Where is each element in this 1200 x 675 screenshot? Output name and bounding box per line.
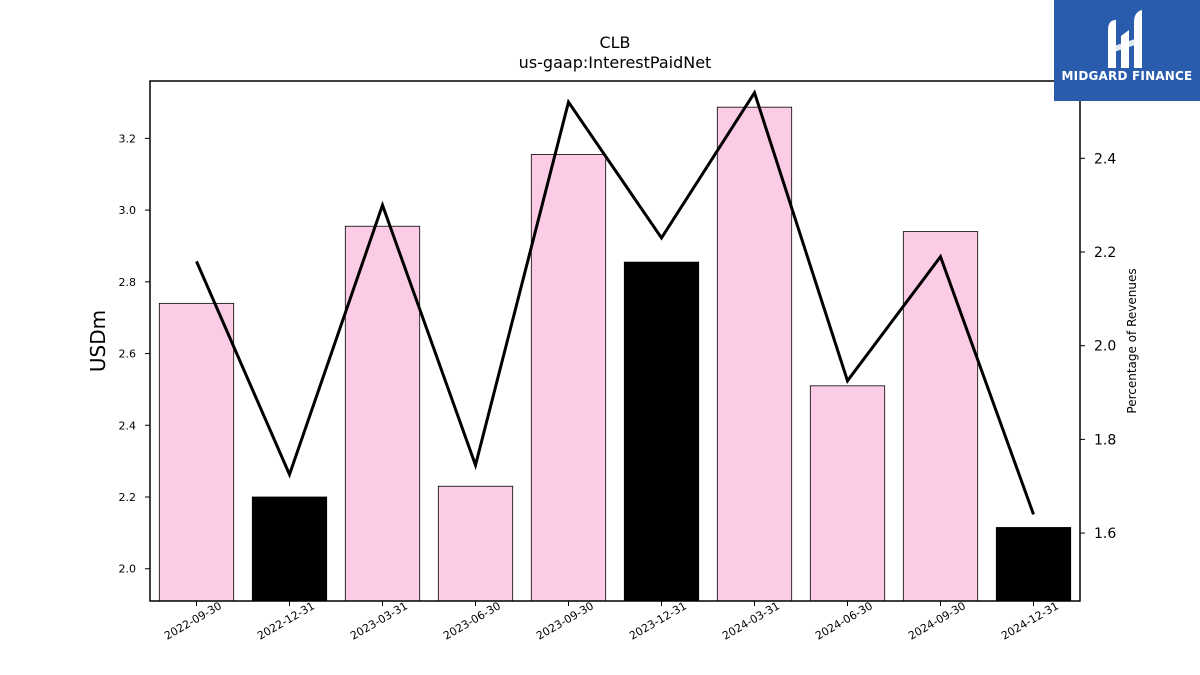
y2-tick-label: 2.2 xyxy=(1094,245,1116,261)
right-axis-ticks: 1.6 1.8 2.0 2.2 2.4 xyxy=(1080,151,1116,542)
left-axis-ticks: 2.0 2.2 2.4 2.6 2.8 3.0 3.2 xyxy=(119,132,150,576)
y-tick-label: 2.8 xyxy=(119,276,137,289)
x-tick-label: 2024-09-30 xyxy=(906,599,968,642)
x-axis-ticks: 2022-09-30 2022-12-31 2023-03-31 2023-06-30… xyxy=(162,599,1061,642)
y2-tick-label: 1.6 xyxy=(1094,526,1116,542)
x-tick-label: 2022-09-30 xyxy=(162,599,224,642)
x-tick-label: 2023-06-30 xyxy=(441,599,503,642)
bar-2024-09-30 xyxy=(902,231,979,602)
y-tick-label: 3.0 xyxy=(119,204,137,217)
chart-title: CLB xyxy=(599,33,630,52)
y2-tick-label: 1.8 xyxy=(1094,432,1116,448)
x-tick-label: 2023-09-30 xyxy=(534,599,596,642)
y-tick-label: 3.2 xyxy=(119,132,137,145)
x-tick-label: 2024-06-30 xyxy=(813,599,875,642)
x-tick-label: 2024-03-31 xyxy=(720,599,782,642)
y-tick-label: 2.0 xyxy=(119,563,137,576)
y2-tick-label: 2.0 xyxy=(1094,339,1116,355)
bar-2022-12-31 xyxy=(251,496,328,602)
x-tick-label: 2023-12-31 xyxy=(627,599,689,642)
y-tick-label: 2.2 xyxy=(119,491,137,504)
bar-2022-09-30 xyxy=(158,302,235,602)
bar-2023-06-30 xyxy=(437,485,514,602)
plot-frame xyxy=(149,80,1081,602)
bar-2024-03-31 xyxy=(716,106,793,602)
y-axis-label: USDm xyxy=(86,310,110,372)
y-tick-label: 2.4 xyxy=(119,419,137,432)
bars-layer xyxy=(158,106,1072,602)
y2-tick-label: 2.4 xyxy=(1094,151,1116,167)
logo-text: MIDGARD FINANCE xyxy=(1061,69,1193,83)
logo-mark-icon xyxy=(1108,10,1142,68)
bar-2023-12-31 xyxy=(623,261,700,602)
x-tick-label: 2024-12-31 xyxy=(999,599,1061,642)
y2-axis-label: Percentage of Revenues xyxy=(1125,268,1139,413)
x-tick-label: 2023-03-31 xyxy=(348,599,410,642)
chart-subtitle: us-gaap:InterestPaidNet xyxy=(519,53,712,72)
y-tick-label: 2.6 xyxy=(119,348,137,361)
bar-2023-09-30 xyxy=(530,154,607,602)
line-layer xyxy=(195,89,1035,515)
bar-2023-03-31 xyxy=(344,225,421,602)
x-tick-label: 2022-12-31 xyxy=(255,599,317,642)
bar-2024-12-31 xyxy=(995,527,1072,602)
midgard-finance-logo: MIDGARD FINANCE xyxy=(1054,0,1200,101)
bar-2024-06-30 xyxy=(809,385,886,602)
percentage-line xyxy=(195,89,1035,515)
